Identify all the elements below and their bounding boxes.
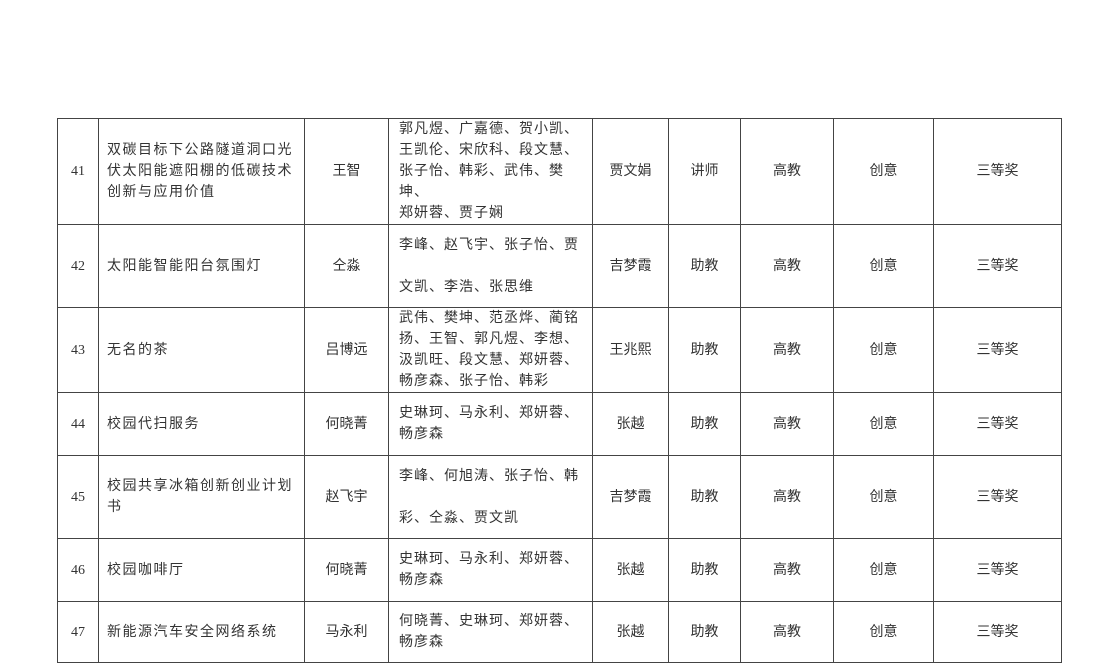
team-members: 武伟、樊坤、范丞烨、蔺铭 扬、王智、郭凡煜、李想、 汲凯旺、段文慧、郑妍蓉、 畅… — [388, 307, 593, 393]
row-number: 42 — [57, 224, 99, 308]
row-number: 46 — [57, 538, 99, 602]
team-members: 郭凡煜、广嘉德、贺小凯、 王凯伦、宋欣科、段文慧、 张子怡、韩彩、武伟、樊坤、 … — [388, 118, 593, 225]
advisor: 贾文娟 — [592, 118, 669, 225]
table-row: 46 校园咖啡厅 何晓菁 史琳珂、马永利、郑妍蓉、 畅彦森 张越 助教 高教 创… — [57, 538, 1062, 602]
project-leader: 吕博远 — [304, 307, 389, 393]
project-leader: 马永利 — [304, 601, 389, 663]
advisor-title: 助教 — [668, 392, 741, 456]
award: 三等奖 — [933, 224, 1062, 308]
category: 创意 — [833, 455, 934, 539]
team-members: 史琳珂、马永利、郑妍蓉、 畅彦森 — [388, 538, 593, 602]
team-members: 李峰、何旭涛、张子怡、韩 彩、仝淼、贾文凯 — [388, 455, 593, 539]
table-row: 41 双碳目标下公路隧道洞口光伏太阳能遮阳棚的低碳技术创新与应用价值 王智 郭凡… — [57, 118, 1062, 225]
award: 三等奖 — [933, 601, 1062, 663]
award: 三等奖 — [933, 307, 1062, 393]
project-name: 双碳目标下公路隧道洞口光伏太阳能遮阳棚的低碳技术创新与应用价值 — [98, 118, 305, 225]
category: 创意 — [833, 392, 934, 456]
education-level: 高教 — [740, 307, 834, 393]
table-row: 43 无名的茶 吕博远 武伟、樊坤、范丞烨、蔺铭 扬、王智、郭凡煜、李想、 汲凯… — [57, 307, 1062, 393]
advisor: 王兆熙 — [592, 307, 669, 393]
category: 创意 — [833, 118, 934, 225]
project-name: 新能源汽车安全网络系统 — [98, 601, 305, 663]
category: 创意 — [833, 538, 934, 602]
advisor-title: 助教 — [668, 601, 741, 663]
project-name: 校园代扫服务 — [98, 392, 305, 456]
advisor: 吉梦霞 — [592, 455, 669, 539]
education-level: 高教 — [740, 601, 834, 663]
education-level: 高教 — [740, 455, 834, 539]
category: 创意 — [833, 601, 934, 663]
education-level: 高教 — [740, 118, 834, 225]
table-row: 42 太阳能智能阳台氛围灯 仝淼 李峰、赵飞宇、张子怡、贾 文凯、李浩、张思维 … — [57, 224, 1062, 308]
category: 创意 — [833, 307, 934, 393]
table-row: 44 校园代扫服务 何晓菁 史琳珂、马永利、郑妍蓉、 畅彦森 张越 助教 高教 … — [57, 392, 1062, 456]
team-members: 李峰、赵飞宇、张子怡、贾 文凯、李浩、张思维 — [388, 224, 593, 308]
award: 三等奖 — [933, 392, 1062, 456]
table-row: 47 新能源汽车安全网络系统 马永利 何晓菁、史琳珂、郑妍蓉、 畅彦森 张越 助… — [57, 601, 1062, 663]
advisor-title: 助教 — [668, 224, 741, 308]
advisor: 张越 — [592, 392, 669, 456]
team-members: 何晓菁、史琳珂、郑妍蓉、 畅彦森 — [388, 601, 593, 663]
award: 三等奖 — [933, 538, 1062, 602]
education-level: 高教 — [740, 224, 834, 308]
advisor: 张越 — [592, 538, 669, 602]
advisor-title: 助教 — [668, 538, 741, 602]
project-name: 校园咖啡厅 — [98, 538, 305, 602]
award: 三等奖 — [933, 118, 1062, 225]
category: 创意 — [833, 224, 934, 308]
row-number: 47 — [57, 601, 99, 663]
project-name: 校园共享冰箱创新创业计划书 — [98, 455, 305, 539]
award: 三等奖 — [933, 455, 1062, 539]
project-leader: 何晓菁 — [304, 538, 389, 602]
team-members: 史琳珂、马永利、郑妍蓉、 畅彦森 — [388, 392, 593, 456]
project-leader: 王智 — [304, 118, 389, 225]
education-level: 高教 — [740, 392, 834, 456]
education-level: 高教 — [740, 538, 834, 602]
project-leader: 仝淼 — [304, 224, 389, 308]
project-leader: 赵飞宇 — [304, 455, 389, 539]
project-name: 无名的茶 — [98, 307, 305, 393]
row-number: 41 — [57, 118, 99, 225]
advisor-title: 助教 — [668, 307, 741, 393]
row-number: 45 — [57, 455, 99, 539]
advisor-title: 助教 — [668, 455, 741, 539]
project-leader: 何晓菁 — [304, 392, 389, 456]
row-number: 44 — [57, 392, 99, 456]
row-number: 43 — [57, 307, 99, 393]
advisor-title: 讲师 — [668, 118, 741, 225]
table-row: 45 校园共享冰箱创新创业计划书 赵飞宇 李峰、何旭涛、张子怡、韩 彩、仝淼、贾… — [57, 455, 1062, 539]
project-name: 太阳能智能阳台氛围灯 — [98, 224, 305, 308]
awards-table: 41 双碳目标下公路隧道洞口光伏太阳能遮阳棚的低碳技术创新与应用价值 王智 郭凡… — [57, 118, 1062, 663]
advisor: 张越 — [592, 601, 669, 663]
advisor: 吉梦霞 — [592, 224, 669, 308]
